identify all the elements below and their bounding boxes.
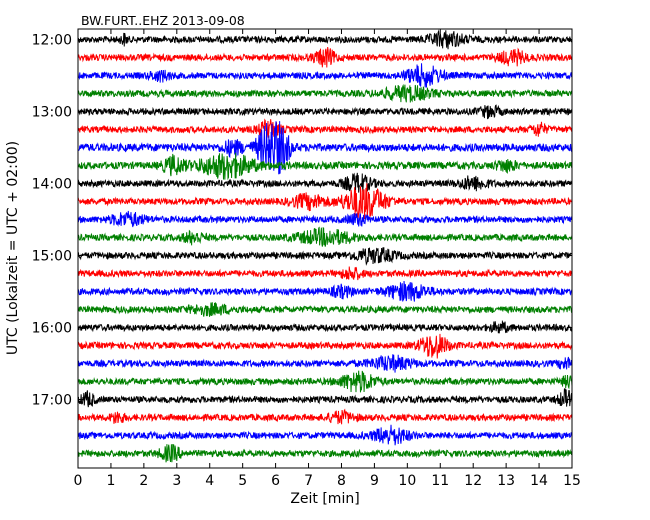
trace-1445 [77, 226, 573, 247]
trace-1730 [77, 424, 573, 446]
trace-1300 [77, 104, 573, 120]
x-tick-label: 8 [337, 473, 346, 489]
x-tick-label: 15 [563, 473, 581, 489]
x-axis: 0 1 2 3 4 5 6 7 8 9 10 11 12 13 14 15 [74, 29, 581, 489]
y-tick-label: 13:00 [32, 105, 72, 121]
trace-1345 [77, 152, 573, 181]
y-axis: 12:00 13:00 14:00 15:00 16:00 17:00 [32, 33, 572, 409]
y-tick-label: 16:00 [32, 321, 72, 337]
y-axis-title: UTC (Lokalzeit = UTC + 02:00) [5, 141, 21, 355]
x-tick-label: 2 [139, 473, 148, 489]
trace-1630 [77, 354, 573, 373]
trace-1615 [77, 333, 573, 359]
x-tick-label: 13 [497, 473, 515, 489]
x-tick-label: 12 [464, 473, 482, 489]
trace-1315 [77, 118, 573, 138]
trace-1415 [77, 183, 573, 220]
trace-1400 [77, 172, 573, 193]
x-tick-label: 0 [74, 473, 83, 489]
x-tick-label: 7 [304, 473, 313, 489]
x-tick-label: 10 [398, 473, 416, 489]
x-tick-label: 9 [370, 473, 379, 489]
trace-1230 [77, 63, 573, 88]
y-tick-label: 17:00 [32, 393, 72, 409]
x-tick-label: 5 [238, 473, 247, 489]
trace-1745 [77, 443, 573, 463]
y-tick-label: 15:00 [32, 249, 72, 265]
trace-1430 [77, 210, 573, 228]
traces-group [77, 29, 573, 463]
trace-1515 [77, 266, 573, 281]
trace-1215 [77, 46, 573, 68]
trace-1330 [77, 121, 573, 175]
trace-1600 [77, 319, 573, 334]
trace-1500 [77, 247, 573, 266]
x-tick-label: 3 [172, 473, 181, 489]
x-tick-label: 6 [271, 473, 280, 489]
x-tick-label: 11 [431, 473, 449, 489]
trace-1530 [77, 281, 573, 302]
x-tick-label: 4 [205, 473, 214, 489]
y-tick-label: 14:00 [32, 177, 72, 193]
trace-1715 [77, 408, 573, 425]
x-tick-label: 1 [106, 473, 115, 489]
plot-frame [77, 28, 573, 469]
y-tick-label: 12:00 [32, 33, 72, 49]
trace-1645 [77, 370, 573, 393]
trace-1700 [77, 387, 573, 408]
trace-1245 [77, 83, 573, 103]
chart-title: BW.FURT..EHZ 2013-09-08 [81, 13, 245, 28]
trace-1200 [77, 29, 573, 50]
trace-1545 [77, 302, 573, 317]
x-axis-title: Zeit [min] [290, 491, 359, 507]
x-tick-label: 14 [530, 473, 548, 489]
